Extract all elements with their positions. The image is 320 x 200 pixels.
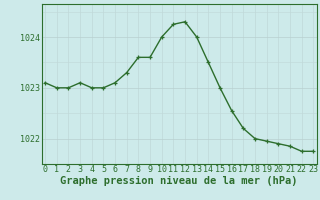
X-axis label: Graphe pression niveau de la mer (hPa): Graphe pression niveau de la mer (hPa) (60, 176, 298, 186)
